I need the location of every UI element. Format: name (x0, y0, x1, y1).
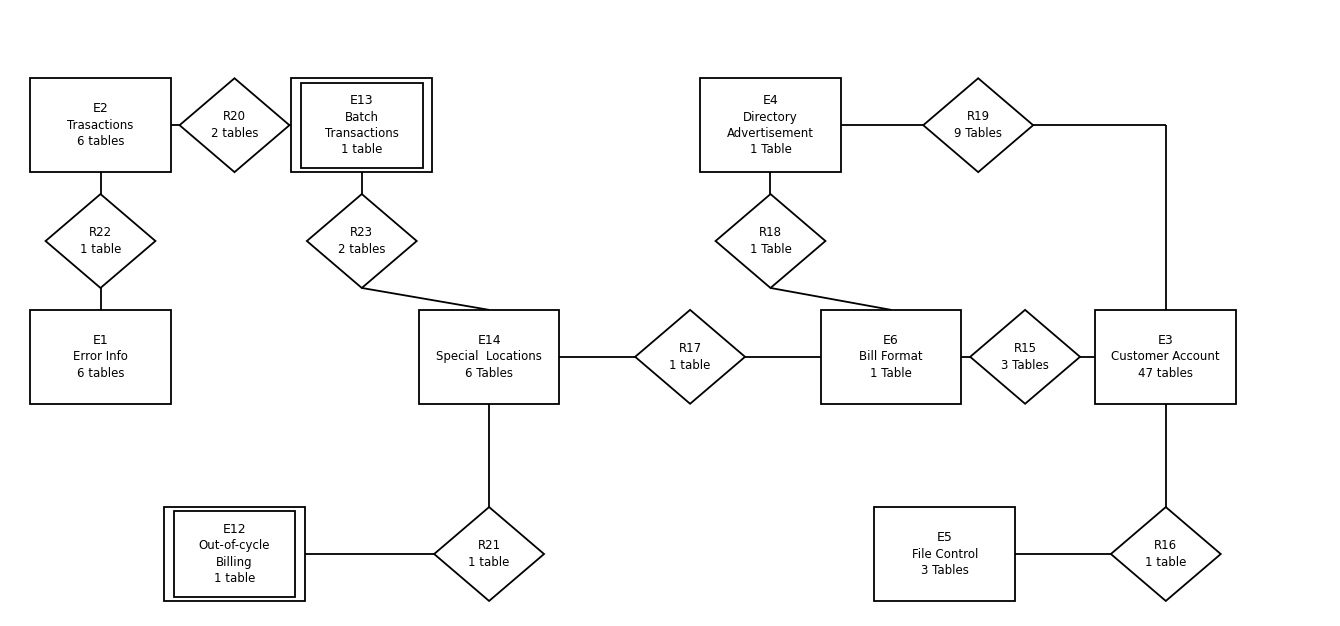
Text: 2 tables: 2 tables (338, 244, 386, 256)
Polygon shape (635, 310, 745, 404)
Text: Trasactions: Trasactions (67, 119, 134, 131)
Text: E13: E13 (350, 95, 374, 107)
FancyBboxPatch shape (165, 507, 304, 601)
Text: 1 Table: 1 Table (870, 367, 913, 379)
Text: Batch: Batch (344, 111, 379, 123)
Polygon shape (180, 78, 289, 172)
FancyBboxPatch shape (1096, 310, 1237, 404)
Text: 1 table: 1 table (469, 557, 509, 569)
Text: R22: R22 (88, 226, 113, 239)
Text: Customer Account: Customer Account (1111, 351, 1221, 363)
Text: 6 Tables: 6 Tables (465, 367, 513, 379)
Text: 1 Table: 1 Table (749, 244, 792, 256)
Text: 1 table: 1 table (670, 359, 710, 372)
Text: 3 Tables: 3 Tables (921, 564, 969, 577)
Polygon shape (923, 78, 1033, 172)
Polygon shape (434, 507, 544, 601)
Text: R19: R19 (966, 110, 990, 123)
FancyBboxPatch shape (29, 78, 172, 172)
Text: R20: R20 (222, 110, 247, 123)
Text: R17: R17 (678, 342, 702, 354)
Text: 1 table: 1 table (214, 572, 255, 585)
Text: E14: E14 (477, 334, 501, 347)
Polygon shape (1111, 507, 1221, 601)
FancyBboxPatch shape (699, 78, 842, 172)
FancyBboxPatch shape (292, 78, 431, 172)
Text: R16: R16 (1154, 539, 1178, 552)
Text: R15: R15 (1013, 342, 1037, 354)
Text: E12: E12 (222, 523, 247, 536)
Text: 1 table: 1 table (1146, 557, 1186, 569)
Text: Bill Format: Bill Format (859, 351, 923, 363)
FancyBboxPatch shape (820, 310, 962, 404)
Text: 9 Tables: 9 Tables (954, 128, 1002, 140)
Text: R21: R21 (477, 539, 501, 552)
Text: 1 table: 1 table (80, 244, 121, 256)
Text: 6 tables: 6 tables (76, 367, 125, 379)
Polygon shape (307, 194, 417, 288)
Text: E6: E6 (883, 334, 899, 347)
FancyBboxPatch shape (29, 310, 172, 404)
Text: 1 table: 1 table (342, 143, 382, 156)
Text: R18: R18 (758, 226, 783, 239)
Text: R23: R23 (350, 226, 374, 239)
Text: 47 tables: 47 tables (1138, 367, 1194, 379)
Text: 1 Table: 1 Table (749, 143, 792, 156)
Text: Advertisement: Advertisement (728, 127, 813, 140)
Polygon shape (716, 194, 825, 288)
Text: E4: E4 (762, 95, 779, 107)
Text: Error Info: Error Info (74, 351, 127, 363)
Polygon shape (970, 310, 1080, 404)
Text: File Control: File Control (911, 548, 978, 560)
Text: E5: E5 (937, 531, 953, 544)
Text: 6 tables: 6 tables (76, 135, 125, 148)
Polygon shape (46, 194, 155, 288)
Text: E3: E3 (1158, 334, 1174, 347)
Text: Out-of-cycle: Out-of-cycle (198, 540, 271, 552)
Text: Special  Locations: Special Locations (436, 351, 543, 363)
Text: Billing: Billing (216, 556, 253, 568)
Text: E2: E2 (92, 103, 109, 115)
Text: Directory: Directory (744, 111, 797, 123)
Text: E1: E1 (92, 334, 109, 347)
FancyBboxPatch shape (874, 507, 1016, 601)
FancyBboxPatch shape (418, 310, 559, 404)
Text: 3 Tables: 3 Tables (1001, 359, 1049, 372)
Text: 2 tables: 2 tables (210, 128, 259, 140)
Text: Transactions: Transactions (324, 127, 399, 140)
